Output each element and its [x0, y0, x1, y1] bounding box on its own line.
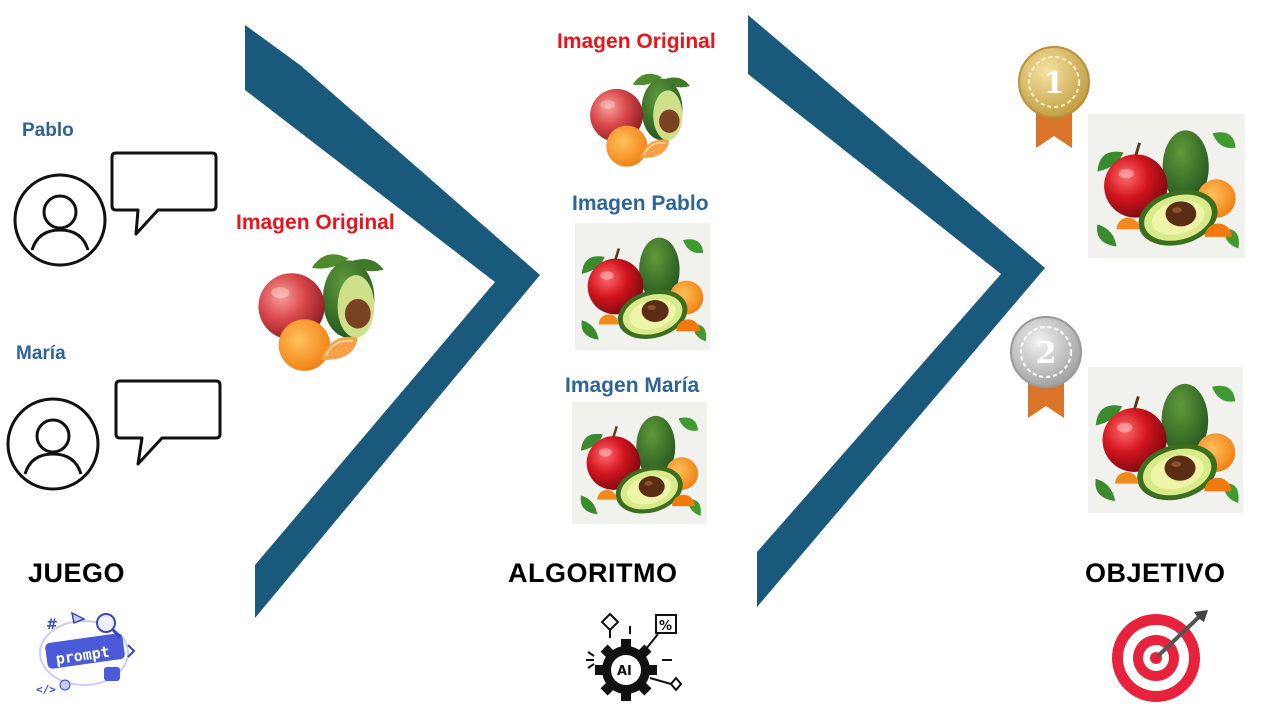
medal-rank-second: 2	[1036, 336, 1057, 371]
label-imagen-maria: Imagen María	[565, 374, 700, 397]
label-imagen-pablo: Imagen Pablo	[572, 192, 709, 215]
gold-medal-first-place-icon: 1	[1018, 46, 1090, 148]
first-place-fruit-image	[1088, 114, 1245, 258]
svg-text:</>: </>	[36, 683, 56, 696]
svg-text:#: #	[46, 617, 58, 633]
label-original-middle: Imagen Original	[557, 30, 716, 53]
player-name-maria: María	[16, 343, 66, 364]
silver-medal-second-place-icon: 2	[1010, 316, 1082, 418]
chevron-arrow-right	[748, 15, 1045, 607]
pablo-fruit-image	[575, 223, 710, 350]
label-original-left: Imagen Original	[236, 211, 395, 234]
player-name-pablo: Pablo	[22, 120, 74, 141]
original-fruit-image-middle	[574, 64, 706, 174]
user-avatar-maria-icon	[6, 397, 100, 491]
target-bullseye-icon	[1112, 610, 1208, 702]
prompt-illustration-icon: prompt # </>	[36, 611, 136, 696]
maria-fruit-image	[572, 402, 707, 524]
speech-bubble-pablo-icon	[110, 151, 218, 236]
section-title-juego: JUEGO	[28, 558, 126, 588]
medal-rank-first: 1	[1044, 66, 1065, 101]
second-place-fruit-image	[1088, 367, 1243, 513]
ai-text: AI	[617, 664, 632, 679]
section-title-algoritmo: ALGORITMO	[508, 558, 678, 588]
speech-bubble-maria-icon	[114, 379, 222, 466]
section-title-objetivo: OBJETIVO	[1085, 558, 1226, 588]
original-fruit-image-left	[234, 242, 408, 380]
user-avatar-pablo-icon	[13, 173, 107, 267]
percent-text: %	[659, 619, 672, 634]
chevron-arrow-left	[245, 25, 540, 618]
ai-gear-icon: % AI	[586, 612, 683, 701]
